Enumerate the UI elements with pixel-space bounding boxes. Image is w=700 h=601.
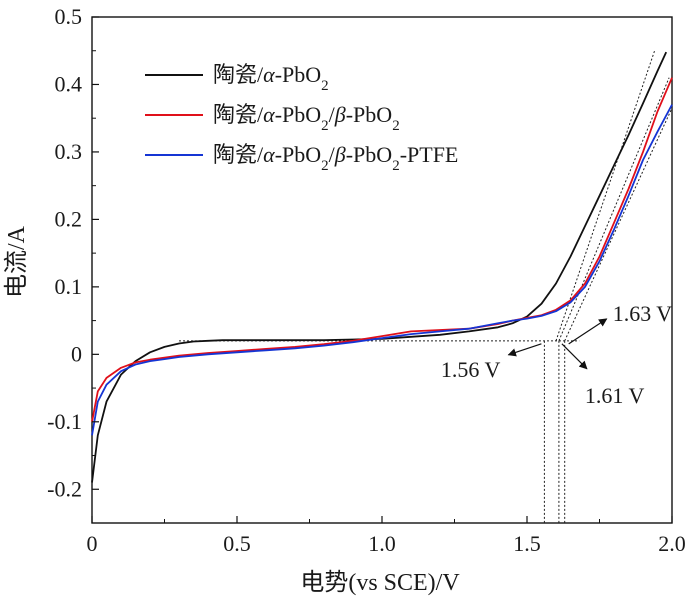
y-axis-title: 电流/A [3,225,30,298]
y-tick-label: -0.2 [47,476,82,501]
x-tick-label: 0 [87,531,98,556]
annotation-label: 1.63 V [613,301,673,326]
y-tick-label: 0.5 [55,4,83,29]
series-line [91,77,673,422]
annotation-arrow [507,343,542,357]
series-line [91,104,673,436]
plot-border [91,16,673,524]
y-tick-label: 0.2 [55,206,83,231]
tangent-line [558,77,670,342]
tangent-line [564,107,673,342]
legend-label: 陶瓷/α-PbO2/β-PbO2 [213,102,400,134]
annotation-label: 1.61 V [585,383,645,408]
x-tick-label: 2.0 [658,531,686,556]
annotation-arrow [561,343,588,370]
x-tick-label: 1.5 [513,531,541,556]
x-tick-label: 1.0 [368,531,396,556]
legend-label: 陶瓷/α-PbO2 [213,62,329,94]
tangent-lines [179,50,673,523]
y-tick-label: -0.1 [47,409,82,434]
y-tick-label: 0.4 [55,71,83,96]
plot-frame [91,16,673,524]
annotations: 1.63 V 1.56 V 1.61 V [441,301,672,408]
legend-label: 陶瓷/α-PbO2/β-PbO2-PTFE [213,142,458,174]
y-tick-label: 0 [71,341,82,366]
x-tick-label: 0.5 [223,531,251,556]
x-axis-title: 电势(vs SCE)/V [300,569,460,596]
legend: 陶瓷/α-PbO2 陶瓷/α-PbO2/β-PbO2 陶瓷/α-PbO2/β-PbO… [145,62,458,174]
axis-ticks: 0 0.5 1.0 1.5 2.0 -0.2 -0.1 0 0.1 0.2 0.3 0.4 0.5 [47,4,686,556]
annotation-label: 1.56 V [441,357,501,382]
annotation-arrow [568,318,608,345]
series-lines [91,51,673,483]
y-tick-label: 0.1 [55,274,83,299]
tangent-line [555,50,656,342]
y-tick-label: 0.3 [55,139,83,164]
